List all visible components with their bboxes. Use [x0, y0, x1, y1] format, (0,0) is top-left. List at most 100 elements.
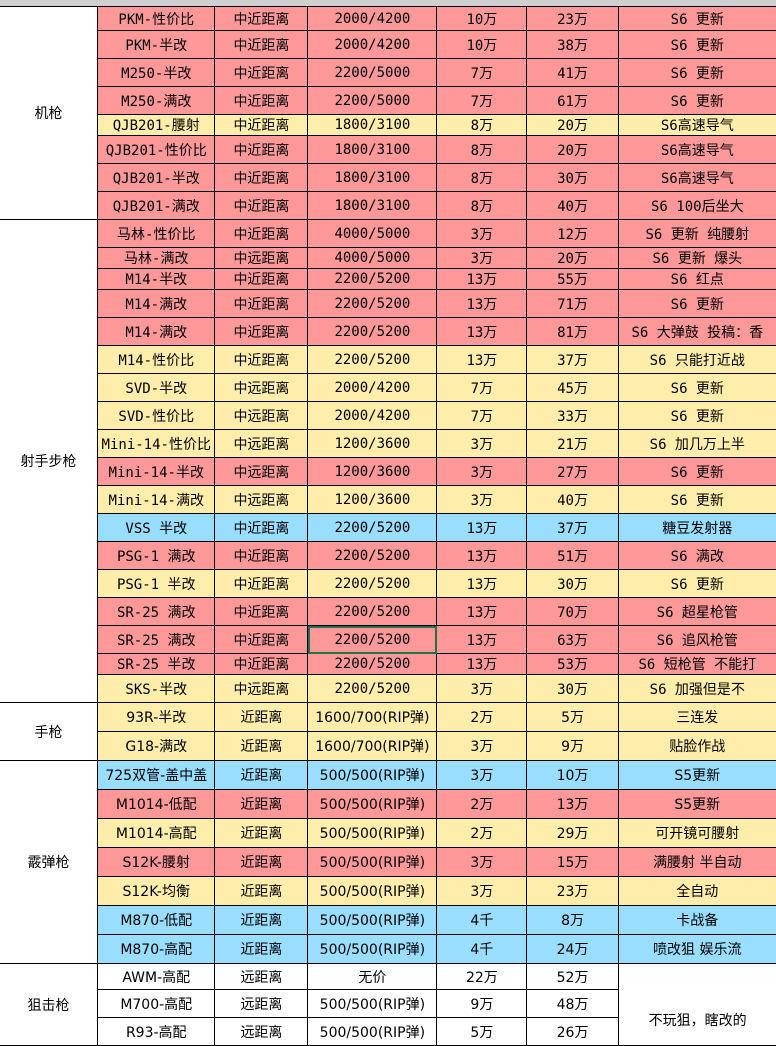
price-cell[interactable]: 29万 — [526, 818, 619, 848]
weapon-name-cell[interactable]: 93R-半改 — [97, 702, 216, 732]
range-cell[interactable]: 中近距离 — [214, 86, 309, 115]
weapon-name-cell[interactable]: G18-满改 — [97, 731, 216, 761]
value-cell[interactable]: 7万 — [436, 401, 528, 430]
merged-note-cell[interactable]: 不玩狙，瞎改的 — [617, 963, 776, 1046]
range-cell[interactable]: 中近距离 — [214, 163, 309, 192]
price-cell[interactable]: 63万 — [526, 625, 619, 654]
note-cell[interactable]: S6 更新 爆头 — [617, 247, 776, 269]
note-cell[interactable]: S6 更新 — [617, 401, 776, 430]
weapon-name-cell[interactable]: M1014-高配 — [97, 818, 216, 848]
ammo-cell[interactable]: 4000/5000 — [307, 247, 438, 269]
note-cell[interactable]: S5更新 — [617, 789, 776, 819]
value-cell[interactable]: 22万 — [436, 963, 528, 990]
weapon-name-cell[interactable]: M14-满改 — [97, 317, 216, 346]
value-cell[interactable]: 5万 — [436, 1017, 528, 1046]
category-cell[interactable]: 霰弹枪 — [0, 760, 99, 964]
price-cell[interactable]: 33万 — [526, 401, 619, 430]
price-cell[interactable]: 13万 — [526, 789, 619, 819]
note-cell[interactable]: 卡战备 — [617, 905, 776, 935]
note-cell[interactable]: S6 大弹鼓 投稿：香 — [617, 317, 776, 346]
note-cell[interactable]: S6 更新 — [617, 30, 776, 59]
ammo-cell[interactable]: 2200/5200 — [307, 674, 438, 703]
range-cell[interactable]: 中近距离 — [214, 317, 309, 346]
weapon-name-cell[interactable]: Mini-14-半改 — [97, 457, 216, 486]
price-cell[interactable]: 20万 — [526, 114, 619, 136]
value-cell[interactable]: 3万 — [436, 247, 528, 269]
price-cell[interactable]: 30万 — [526, 674, 619, 703]
value-cell[interactable]: 13万 — [436, 541, 528, 570]
ammo-cell[interactable]: 1200/3600 — [307, 457, 438, 486]
price-cell[interactable]: 40万 — [526, 191, 619, 220]
ammo-cell[interactable]: 500/500(RIP弹) — [307, 934, 438, 964]
price-cell[interactable]: 24万 — [526, 934, 619, 964]
weapon-name-cell[interactable]: QJB201-腰射 — [97, 114, 216, 136]
note-cell[interactable]: S6 100后坐大 — [617, 191, 776, 220]
ammo-cell[interactable]: 500/500(RIP弹) — [307, 789, 438, 819]
price-cell[interactable]: 12万 — [526, 219, 619, 248]
range-cell[interactable]: 中近距离 — [214, 30, 309, 59]
range-cell[interactable]: 近距离 — [214, 876, 309, 906]
range-cell[interactable]: 中近距离 — [214, 625, 309, 654]
range-cell[interactable]: 中远距离 — [214, 485, 309, 514]
range-cell[interactable]: 中近距离 — [214, 653, 309, 675]
note-cell[interactable]: S6 短枪管 不能打 — [617, 653, 776, 675]
weapon-name-cell[interactable]: R93-高配 — [97, 1017, 216, 1046]
note-cell[interactable]: S6 满改 — [617, 541, 776, 570]
weapon-name-cell[interactable]: M14-满改 — [97, 289, 216, 318]
value-cell[interactable]: 13万 — [436, 268, 528, 290]
ammo-cell[interactable]: 1600/700(RIP弹) — [307, 731, 438, 761]
range-cell[interactable]: 近距离 — [214, 934, 309, 964]
value-cell[interactable]: 3万 — [436, 457, 528, 486]
range-cell[interactable]: 近距离 — [214, 847, 309, 877]
ammo-cell[interactable]: 4000/5000 — [307, 219, 438, 248]
weapon-name-cell[interactable]: SKS-半改 — [97, 674, 216, 703]
value-cell[interactable]: 8万 — [436, 191, 528, 220]
note-cell[interactable]: S6 更新 — [617, 485, 776, 514]
note-cell[interactable]: S6 更新 — [617, 373, 776, 402]
value-cell[interactable]: 8万 — [436, 114, 528, 136]
value-cell[interactable]: 3万 — [436, 731, 528, 761]
ammo-cell[interactable]: 2200/5200 — [307, 597, 438, 626]
range-cell[interactable]: 中近距离 — [214, 597, 309, 626]
range-cell[interactable]: 中远距离 — [214, 401, 309, 430]
value-cell[interactable]: 13万 — [436, 345, 528, 374]
ammo-cell[interactable]: 无价 — [307, 963, 438, 990]
ammo-cell[interactable]: 500/500(RIP弹) — [307, 905, 438, 935]
range-cell[interactable]: 中近距离 — [214, 219, 309, 248]
weapon-name-cell[interactable]: VSS 半改 — [97, 513, 216, 542]
note-cell[interactable]: S6 更新 — [617, 6, 776, 31]
weapon-name-cell[interactable]: SVD-半改 — [97, 373, 216, 402]
range-cell[interactable]: 近距离 — [214, 905, 309, 935]
range-cell[interactable]: 中近距离 — [214, 513, 309, 542]
price-cell[interactable]: 26万 — [526, 1017, 619, 1046]
ammo-cell[interactable]: 1200/3600 — [307, 429, 438, 458]
value-cell[interactable]: 4千 — [436, 905, 528, 935]
note-cell[interactable]: 贴脸作战 — [617, 731, 776, 761]
price-cell[interactable]: 37万 — [526, 513, 619, 542]
range-cell[interactable]: 中远距离 — [214, 247, 309, 269]
ammo-cell[interactable]: 2200/5200 — [307, 268, 438, 290]
price-cell[interactable]: 20万 — [526, 247, 619, 269]
range-cell[interactable]: 近距离 — [214, 731, 309, 761]
range-cell[interactable]: 近距离 — [214, 760, 309, 790]
price-cell[interactable]: 37万 — [526, 345, 619, 374]
price-cell[interactable]: 55万 — [526, 268, 619, 290]
price-cell[interactable]: 9万 — [526, 731, 619, 761]
note-cell[interactable]: S6高速导气 — [617, 135, 776, 164]
price-cell[interactable]: 51万 — [526, 541, 619, 570]
value-cell[interactable]: 7万 — [436, 373, 528, 402]
range-cell[interactable]: 远距离 — [214, 1017, 309, 1046]
weapon-name-cell[interactable]: M1014-低配 — [97, 789, 216, 819]
ammo-cell[interactable]: 2200/5000 — [307, 86, 438, 115]
range-cell[interactable]: 远距离 — [214, 963, 309, 990]
price-cell[interactable]: 10万 — [526, 760, 619, 790]
value-cell[interactable]: 3万 — [436, 219, 528, 248]
ammo-cell[interactable]: 1600/700(RIP弹) — [307, 702, 438, 732]
price-cell[interactable]: 48万 — [526, 989, 619, 1018]
range-cell[interactable]: 近距离 — [214, 818, 309, 848]
price-cell[interactable]: 45万 — [526, 373, 619, 402]
weapon-name-cell[interactable]: 马林-满改 — [97, 247, 216, 269]
weapon-name-cell[interactable]: 马林-性价比 — [97, 219, 216, 248]
value-cell[interactable]: 2万 — [436, 818, 528, 848]
range-cell[interactable]: 中远距离 — [214, 457, 309, 486]
